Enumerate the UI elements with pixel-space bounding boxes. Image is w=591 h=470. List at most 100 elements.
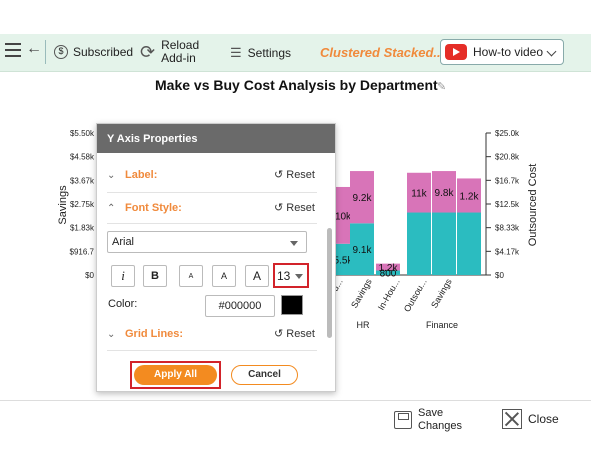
reload-addin-button[interactable]: ⟳ Reload Add-in [140,39,199,65]
bar-segment-top[interactable] [336,186,350,244]
close-label: Close [528,412,559,426]
reload-label-line2: Add-in [161,51,196,65]
reset-label: Reset [286,169,315,181]
bar-segment-bottom[interactable] [407,212,431,275]
subscribed-button[interactable]: $ Subscribed [54,45,133,59]
font-style-section-title: Font Style: [125,202,182,214]
y-axis-properties-panel: Y Axis Properties ⌄ Label: ↺ Reset ⌃ Fon… [96,123,336,392]
color-hex-input[interactable]: #000000 [205,295,275,317]
divider [107,192,317,193]
chevron-up-icon: ⌃ [107,202,116,214]
font-size-medium-button[interactable]: A [212,265,236,287]
floppy-disk-icon [394,411,412,429]
dollar-icon: $ [54,45,68,59]
footer-bar: Save Changes Close [0,400,591,438]
left-tick-label: $5.50k [70,129,95,138]
y-axis-title-left[interactable]: Savings [57,185,69,225]
font-style-section-header[interactable]: ⌃ Font Style: ↺ Reset [107,197,315,219]
color-label: Color: [108,298,138,310]
panel-scrollbar[interactable] [327,228,332,338]
youtube-icon [445,44,467,60]
reset-icon: ↺ [273,328,287,340]
data-label: 9.8k [435,188,455,199]
grid-lines-section-title: Grid Lines: [125,328,184,340]
bar-segment-top[interactable] [432,171,456,213]
cancel-button[interactable]: Cancel [231,365,298,385]
bar-segment-bottom[interactable] [350,223,374,275]
font-size-large-button[interactable]: A [245,265,269,287]
data-label: 5.5k [334,255,354,266]
panel-title: Y Axis Properties [97,124,335,153]
font-family-select[interactable]: Arial [107,231,307,253]
font-size-small-button[interactable]: A [179,265,203,287]
right-tick-label: $4.17k [495,247,520,256]
label-section-header[interactable]: ⌄ Label: ↺ Reset [107,164,315,186]
bar-segment-bottom[interactable] [376,270,400,275]
settings-label: Settings [247,46,292,60]
label-reset-button[interactable]: ↺ Reset [274,168,315,181]
left-tick-label: $1.83k [70,224,95,233]
left-tick-label: $3.67k [70,176,95,185]
bar-segment-bottom[interactable] [457,212,481,275]
font-family-value: Arial [112,236,135,248]
bar-segment-bottom[interactable] [336,243,350,275]
dropdown-arrow-icon [290,241,298,246]
settings-button[interactable]: ☰ Settings [230,45,291,61]
bar-segment-top[interactable] [457,178,481,213]
right-tick-label: $0 [495,271,504,280]
color-swatch[interactable] [281,295,303,315]
data-label: 1.2k [460,191,480,202]
data-label: 1.2k [379,263,399,274]
close-icon [502,409,522,429]
bar-segment-top[interactable] [350,171,374,224]
left-tick-label: $0 [85,271,94,280]
left-axis[interactable]: $0 $916.7 $1.83k $2.75k $3.67k $4.58k $5.50k [70,129,95,280]
right-tick-label: $12.5k [495,200,520,209]
right-tick-label: $8.33k [495,224,520,233]
font-size-select[interactable]: 13 [273,263,309,288]
chevron-down-icon: ⌄ [107,328,116,340]
save-label-line2: Changes [418,420,463,432]
y-axis-title-right[interactable]: Outsourced Cost [527,164,539,247]
data-label: 11k [411,189,427,200]
howto-video-dropdown[interactable]: How-to video [440,39,564,65]
save-label-line1: Save [418,407,444,419]
reload-label-line1: Reload [161,38,200,52]
data-label: 800 [380,269,397,280]
apply-highlight [130,361,221,389]
edit-title-pencil-icon[interactable]: ✎ [437,81,447,93]
bold-button[interactable]: B [143,265,167,287]
divider [107,350,317,351]
grid-lines-section-header[interactable]: ⌄ Grid Lines: ↺ Reset [107,323,315,345]
toolbar-divider [45,40,46,64]
apply-all-button[interactable]: Apply All [134,365,217,385]
save-changes-button[interactable]: Save Changes [394,407,462,433]
grid-lines-reset-button[interactable]: ↺ Reset [274,327,315,340]
x-axis-labels[interactable]: Outsou...SavingsIn-Hou...Outsou...Saving… [318,277,454,314]
chevron-down-icon: ⌄ [107,169,116,181]
x-category-label: Savings [429,277,454,310]
group-label-hr: HR [357,320,370,330]
x-category-label: Savings [349,277,374,310]
reset-label: Reset [286,202,315,214]
chart-title[interactable]: Make vs Buy Cost Analysis by Department [155,77,438,93]
close-button[interactable]: Close [502,409,559,429]
right-tick-label: $25.0k [495,129,520,138]
right-tick-label: $20.8k [495,153,520,162]
left-tick-label: $2.75k [70,200,95,209]
left-tick-label: $916.7 [70,247,95,256]
menu-icon[interactable] [5,43,21,57]
dropdown-arrow-icon [295,274,303,279]
font-style-reset-button[interactable]: ↺ Reset [274,201,315,214]
bar-segment-top[interactable] [407,172,431,213]
toolbar: ← $ Subscribed ⟳ Reload Add-in ☰ Setting… [0,34,591,72]
bar-segment-bottom[interactable] [432,212,456,275]
howto-label: How-to video [473,45,544,59]
x-category-label: Outsou... [402,277,429,314]
bar-segment-top[interactable] [376,263,400,271]
x-category-label: In-Hou... [376,277,402,312]
back-arrow-icon[interactable]: ← [26,40,42,57]
data-label: 9.1k [353,245,373,256]
italic-button[interactable]: i [111,265,135,287]
